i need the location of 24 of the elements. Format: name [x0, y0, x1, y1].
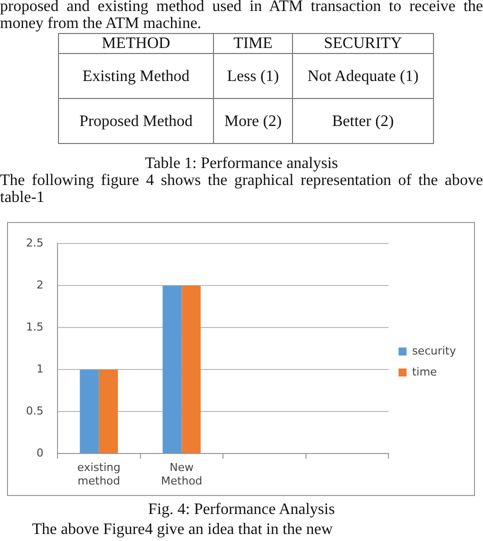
- y-tick-label: 0: [36, 446, 44, 460]
- text: SECURITY: [292, 34, 434, 54]
- text: Better (2): [292, 98, 434, 144]
- legend-label: security: [412, 344, 456, 358]
- caption: Table 1: Performance analysis: [144, 155, 340, 173]
- legend-label: time: [412, 365, 438, 378]
- text: The above Figure4 give an idea that in the new: [31, 521, 334, 538]
- text: METHOD: [58, 34, 214, 54]
- text: Not Adequate (1): [292, 54, 434, 98]
- x-tick-label: New Method: [161, 461, 202, 488]
- y-tick-label: 2: [36, 278, 44, 292]
- y-tick-label: 1: [36, 362, 44, 376]
- text: Fig. 4: Performance Analysis: [147, 501, 336, 519]
- text: The following figure 4 shows the graphical representation of the above table-1: [0, 172, 483, 206]
- text: Existing Method: [58, 54, 214, 98]
- y-tick-label: 1.5: [26, 320, 44, 334]
- text: Less (1): [214, 54, 292, 98]
- x-tick-label: existing method: [77, 461, 120, 488]
- text: Proposed Method: [58, 98, 214, 144]
- y-tick-label: 0.5: [26, 404, 44, 418]
- text: TIME: [214, 34, 292, 54]
- y-tick-label: 2.5: [26, 236, 44, 250]
- text: More (2): [214, 98, 292, 144]
- text: proposed and existing method used in ATM transaction to receive the money from the ATM machine.: [0, 0, 483, 32]
